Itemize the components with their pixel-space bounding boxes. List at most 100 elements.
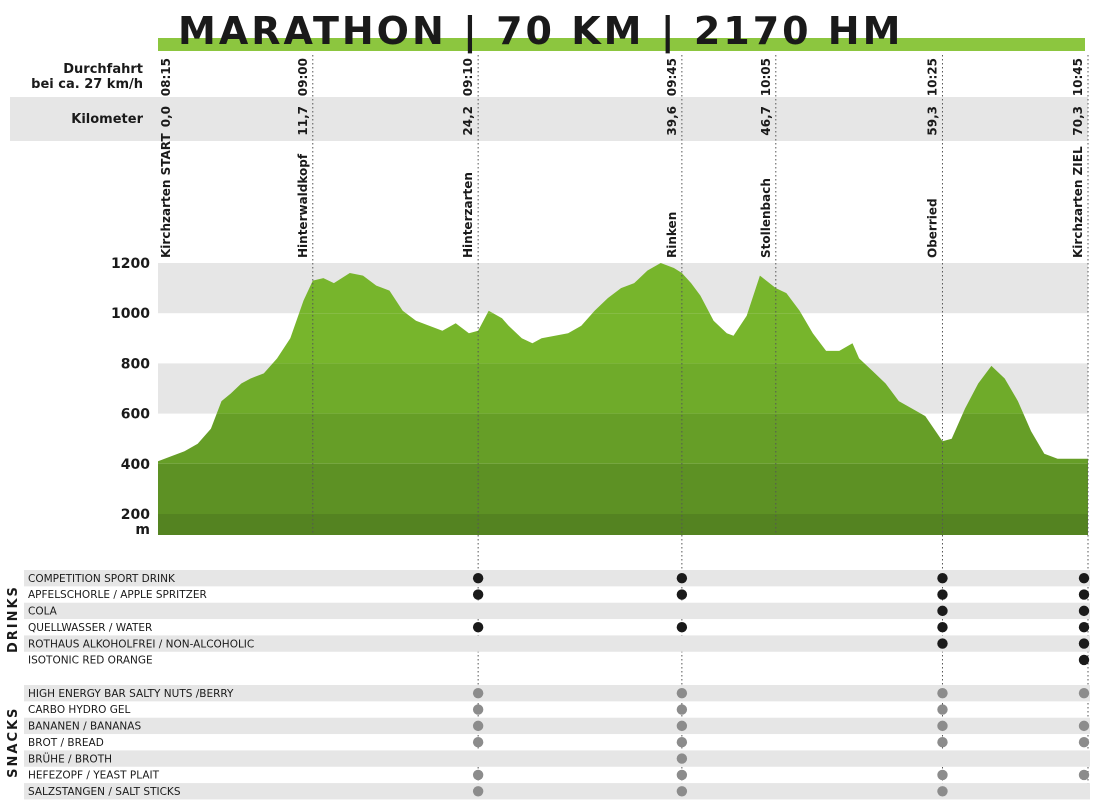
- y-axis-unit: m: [135, 522, 150, 538]
- snack-availability-dot: [937, 720, 948, 732]
- station-time: 08:15: [159, 58, 173, 96]
- y-tick-label: 1200: [111, 256, 150, 272]
- snack-availability-dot: [676, 753, 688, 764]
- drink-availability-dot: [1078, 654, 1090, 666]
- drink-availability-dot: [472, 622, 484, 633]
- drink-row-band: [24, 635, 1090, 652]
- snack-availability-dot: [1078, 720, 1090, 732]
- snack-availability-dot: [937, 769, 948, 781]
- drink-availability-dot: [676, 589, 688, 600]
- title-bar: [158, 38, 1085, 51]
- snack-availability-dot: [1078, 687, 1090, 699]
- snack-availability-dot: [676, 786, 688, 797]
- drink-row-band: [24, 602, 1090, 620]
- station-km: 11,7: [296, 106, 310, 136]
- snack-row-band: [24, 783, 1090, 800]
- snack-availability-dot: [472, 704, 484, 715]
- snack-availability-dot: [472, 720, 484, 732]
- snack-row-band: [24, 750, 1090, 767]
- drink-availability-dot: [937, 622, 948, 633]
- drink-availability-dot: [676, 572, 688, 584]
- snack-item-label: CARBO HYDRO GEL: [28, 704, 130, 716]
- drinks-section-label: DRINKS: [6, 585, 21, 653]
- station-km: 0,0: [159, 106, 173, 127]
- snack-row-band: [24, 685, 1090, 702]
- snack-availability-dot: [676, 687, 688, 699]
- station-name: Hinterwaldkopf: [296, 153, 310, 258]
- snack-item-label: BROT / BREAD: [28, 737, 104, 749]
- station-km: 46,7: [759, 106, 773, 136]
- station-time: 10:05: [759, 58, 773, 96]
- snack-availability-dot: [472, 769, 484, 781]
- drink-availability-dot: [937, 572, 948, 584]
- snack-availability-dot: [937, 687, 948, 699]
- profile-band-3: [158, 413, 1088, 464]
- station-time: 09:00: [296, 58, 310, 96]
- y-tick-label: 200: [121, 507, 150, 523]
- drink-availability-dot: [1078, 572, 1090, 584]
- profile-band-5: [158, 514, 1088, 535]
- station-km: 59,3: [925, 106, 939, 136]
- snack-item-label: BRÜHE / BROTH: [28, 752, 112, 765]
- station-name: Kirchzarten ZIEL: [1071, 146, 1085, 258]
- drink-item-label: QUELLWASSER / WATER: [28, 622, 152, 634]
- snack-availability-dot: [676, 720, 688, 732]
- time-row-label-line1: Durchfahrt: [63, 62, 143, 77]
- snack-availability-dot: [1078, 769, 1090, 781]
- station-name: Stollenbach: [759, 178, 773, 258]
- snack-availability-dot: [937, 737, 948, 748]
- drink-availability-dot: [1078, 622, 1090, 633]
- station-name: Rinken: [665, 212, 679, 258]
- snack-item-label: HEFEZOPF / YEAST PLAIT: [28, 770, 160, 782]
- km-row-label: Kilometer: [71, 112, 143, 127]
- profile-band-4: [158, 463, 1088, 514]
- drink-item-label: ROTHAUS ALKOHOLFREI / NON-ALCOHOLIC: [28, 638, 254, 650]
- y-tick-label: 800: [121, 356, 150, 372]
- station-time: 10:25: [925, 58, 939, 96]
- snack-availability-dot: [472, 786, 484, 797]
- time-row-label: Durchfahrt bei ca. 27 km/h: [10, 62, 143, 92]
- drink-item-label: COLA: [28, 606, 58, 618]
- drink-availability-dot: [1078, 589, 1090, 600]
- drink-item-label: APFELSCHORLE / APPLE SPRITZER: [28, 589, 207, 601]
- station-time: 10:45: [1071, 58, 1085, 96]
- station-km: 39,6: [665, 106, 679, 136]
- snack-availability-dot: [676, 704, 688, 715]
- y-tick-label: 1000: [111, 306, 150, 322]
- drink-availability-dot: [937, 589, 948, 600]
- drink-item-label: ISOTONIC RED ORANGE: [28, 655, 153, 667]
- drink-row-band: [24, 570, 1090, 587]
- y-tick-label: 400: [121, 457, 150, 473]
- snack-item-label: HIGH ENERGY BAR SALTY NUTS /BERRY: [28, 688, 234, 700]
- snack-availability-dot: [472, 687, 484, 699]
- drink-availability-dot: [472, 589, 484, 600]
- snack-availability-dot: [1078, 737, 1090, 748]
- station-name: Oberried: [925, 198, 939, 258]
- snack-row-band: [24, 717, 1090, 735]
- drink-availability-dot: [937, 638, 948, 649]
- station-time: 09:45: [665, 58, 679, 96]
- snack-availability-dot: [937, 704, 948, 715]
- page-title: MARATHON | 70 KM | 2170 HM: [178, 9, 904, 53]
- snacks-section-label: SNACKS: [6, 707, 21, 778]
- station-name: Hinterzarten: [461, 172, 475, 258]
- drink-availability-dot: [1078, 638, 1090, 649]
- km-row-band: [10, 97, 1088, 141]
- station-time: 09:10: [461, 58, 475, 96]
- drink-availability-dot: [676, 622, 688, 633]
- y-tick-label: 600: [121, 407, 150, 423]
- drink-item-label: COMPETITION SPORT DRINK: [28, 573, 176, 585]
- time-row-label-line2: bei ca. 27 km/h: [31, 77, 143, 92]
- snack-availability-dot: [676, 737, 688, 748]
- snack-item-label: SALZSTANGEN / SALT STICKS: [28, 786, 181, 798]
- station-name: Kirchzarten START: [159, 133, 173, 258]
- drink-availability-dot: [1078, 605, 1090, 617]
- station-km: 24,2: [461, 106, 475, 136]
- snack-availability-dot: [472, 737, 484, 748]
- drink-availability-dot: [472, 572, 484, 584]
- snack-item-label: BANANEN / BANANAS: [28, 721, 141, 733]
- snack-availability-dot: [676, 769, 688, 781]
- drink-availability-dot: [937, 605, 948, 617]
- snack-availability-dot: [937, 786, 948, 797]
